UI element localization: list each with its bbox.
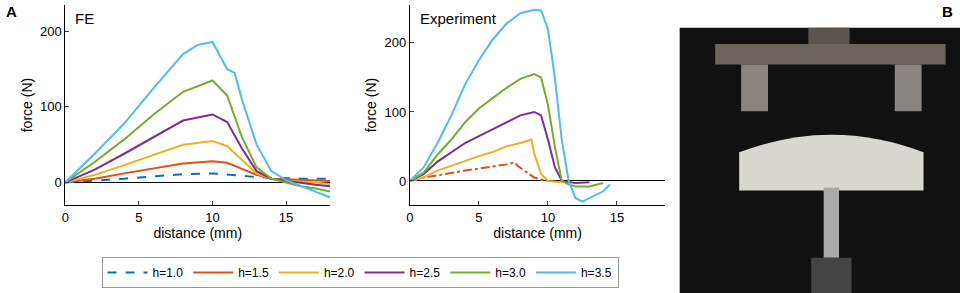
svg-text:force (N): force (N)	[363, 78, 379, 132]
svg-text:0: 0	[54, 175, 61, 190]
svg-text:100: 100	[385, 104, 407, 119]
svg-text:A: A	[6, 3, 17, 20]
svg-text:5: 5	[135, 210, 142, 225]
svg-text:0: 0	[399, 174, 406, 189]
svg-text:10: 10	[205, 210, 219, 225]
svg-text:h=2.0: h=2.0	[324, 266, 355, 280]
svg-text:FE: FE	[75, 10, 94, 27]
svg-text:h=2.5: h=2.5	[410, 266, 441, 280]
svg-text:0: 0	[62, 210, 69, 225]
svg-text:15: 15	[610, 210, 624, 225]
svg-text:100: 100	[40, 99, 62, 114]
svg-text:h=3.0: h=3.0	[495, 266, 526, 280]
svg-text:distance (mm): distance (mm)	[493, 225, 582, 241]
svg-text:h=3.5: h=3.5	[581, 266, 612, 280]
svg-text:0: 0	[406, 210, 413, 225]
svg-text:B: B	[942, 3, 953, 20]
svg-text:10: 10	[541, 210, 555, 225]
svg-text:h=1.5: h=1.5	[238, 266, 269, 280]
svg-text:Experiment: Experiment	[420, 10, 497, 27]
svg-text:200: 200	[385, 35, 407, 50]
svg-text:200: 200	[40, 24, 62, 39]
svg-text:15: 15	[279, 210, 293, 225]
svg-text:h=1.0: h=1.0	[153, 266, 184, 280]
svg-text:5: 5	[475, 210, 482, 225]
svg-text:force (N): force (N)	[19, 78, 35, 132]
svg-text:distance (mm): distance (mm)	[153, 225, 242, 241]
